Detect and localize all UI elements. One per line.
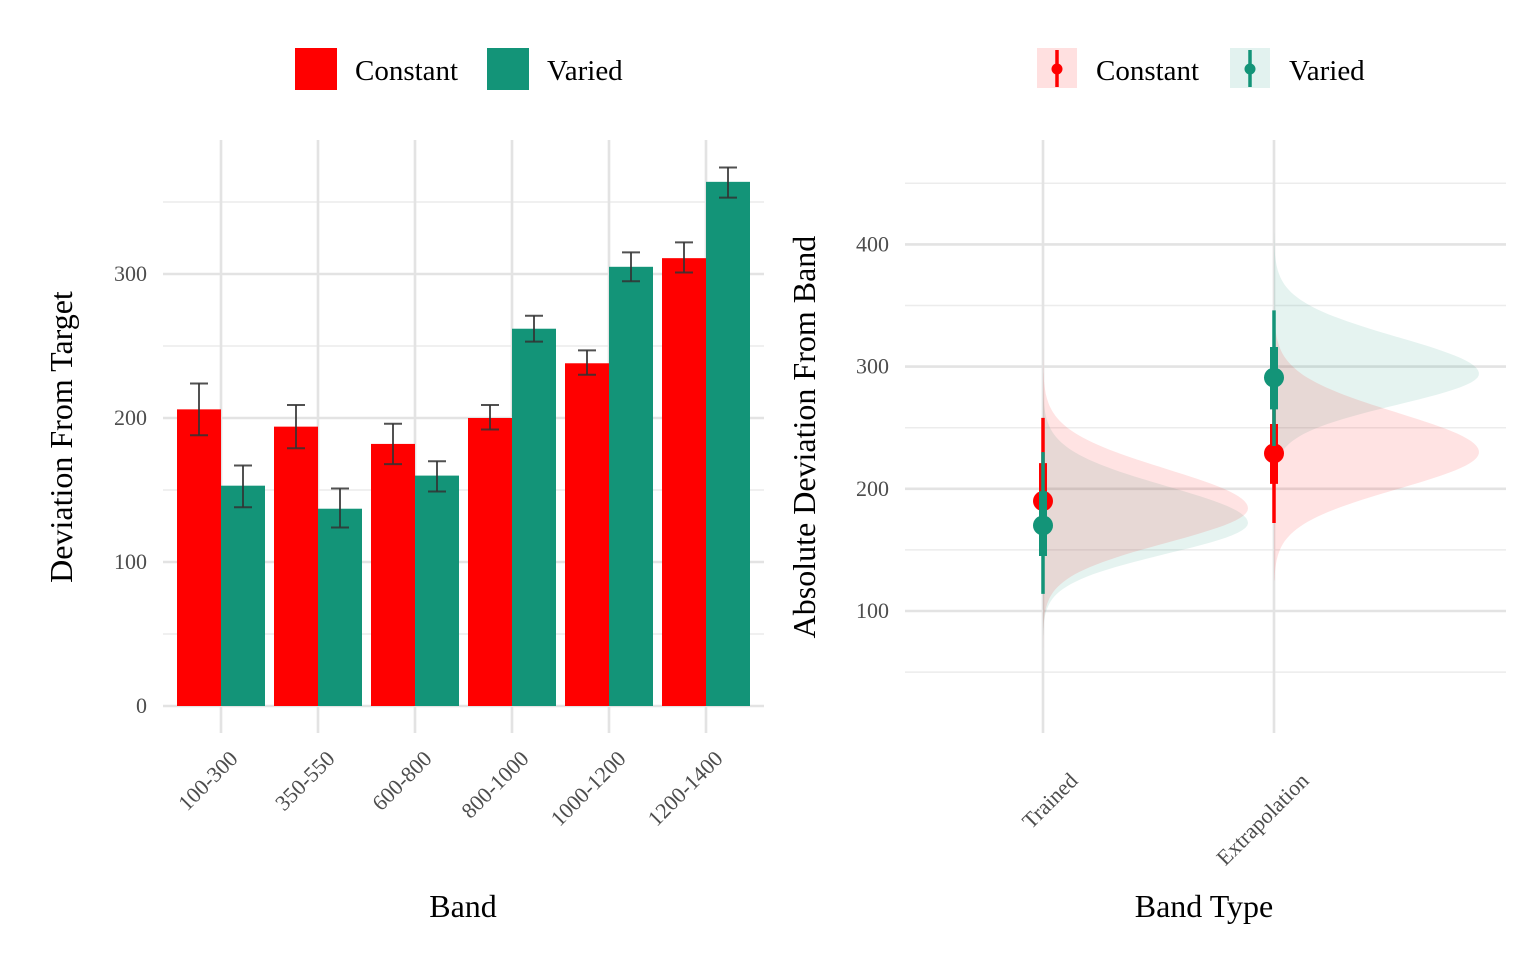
median-point-constant-Extrapolation <box>1264 443 1284 464</box>
left-y-tick-labels: 0 100 200 300 <box>114 261 147 718</box>
left-y-tick-0: 0 <box>136 693 147 718</box>
interval-varied-Extrapolation <box>1264 310 1284 447</box>
right-y-tick-400: 400 <box>856 231 889 256</box>
legend-label-varied: Varied <box>547 55 623 87</box>
legend-key-point-constant <box>1051 63 1063 75</box>
left-y-tick-300: 300 <box>114 261 147 286</box>
legend-label-varied-2: Varied <box>1289 55 1365 87</box>
right-x-tick-labels: Trained Extrapolation <box>1017 768 1314 870</box>
error-bar-constant-800-1000 <box>481 404 499 431</box>
right-point-intervals <box>1033 310 1284 594</box>
bar-constant-100-300 <box>177 409 221 706</box>
right-x-tick-Trained: Trained <box>1017 768 1083 834</box>
left-panel: 0 100 200 300 100-300 350-550 600-800 800-1000… <box>43 140 764 924</box>
bar-varied-1200-1400 <box>706 181 750 707</box>
right-legend: Constant Varied <box>1037 48 1365 88</box>
error-bar-constant-100-300 <box>190 382 208 437</box>
left-x-tick-100-300: 100-300 <box>173 746 243 816</box>
bar-constant-1200-1400 <box>662 258 706 706</box>
left-y-tick-200: 200 <box>114 405 147 430</box>
density-constant-Extrapolation <box>1274 311 1479 581</box>
legend-label-constant-2: Constant <box>1096 55 1199 87</box>
bar-constant-600-800 <box>371 443 415 706</box>
error-bar-varied-1000-1200 <box>622 251 640 283</box>
right-gridlines <box>905 140 1506 733</box>
left-x-tick-1000-1200: 1000-1200 <box>545 746 630 831</box>
left-x-tick-1200-1400: 1200-1400 <box>642 746 727 831</box>
right-y-tick-200: 200 <box>856 476 889 501</box>
bar-varied-1000-1200 <box>609 266 653 706</box>
legend-label-constant: Constant <box>355 55 458 87</box>
bar-constant-800-1000 <box>468 418 512 706</box>
density-varied-Trained <box>1043 360 1248 636</box>
bar-varied-100-300 <box>221 485 265 706</box>
error-bar-constant-350-550 <box>287 404 305 450</box>
error-bar-varied-100-300 <box>234 464 252 509</box>
right-x-axis-title: Band Type <box>1135 888 1273 924</box>
legend-swatch-constant <box>295 48 337 90</box>
right-density-curves <box>1043 232 1479 648</box>
left-x-tick-labels: 100-300 350-550 600-800 800-1000 1000-1200 12… <box>173 746 728 831</box>
median-point-varied-Extrapolation <box>1264 367 1284 388</box>
left-bars <box>177 181 750 707</box>
bar-constant-1000-1200 <box>565 363 609 706</box>
right-x-tick-Extrapolation: Extrapolation <box>1211 768 1313 870</box>
legend-swatch-varied <box>487 48 529 90</box>
bar-constant-350-550 <box>274 426 318 706</box>
left-x-tick-350-550: 350-550 <box>270 746 340 816</box>
bar-varied-350-550 <box>318 508 362 706</box>
right-y-tick-300: 300 <box>856 354 889 379</box>
error-bar-constant-600-800 <box>384 422 402 466</box>
left-x-tick-600-800: 600-800 <box>367 746 437 816</box>
density-varied-Extrapolation <box>1274 232 1479 532</box>
right-y-axis-title: Absolute Deviation From Band <box>786 236 822 639</box>
right-y-tick-100: 100 <box>856 598 889 623</box>
error-bar-varied-350-550 <box>331 487 349 529</box>
left-y-axis-title: Deviation From Target <box>43 291 79 583</box>
bar-varied-800-1000 <box>512 328 556 706</box>
error-bar-varied-800-1000 <box>525 314 543 343</box>
error-bar-constant-1000-1200 <box>578 349 596 376</box>
left-error-bars <box>190 166 737 529</box>
left-y-tick-100: 100 <box>114 549 147 574</box>
error-bar-varied-1200-1400 <box>719 166 737 199</box>
left-x-axis-title: Band <box>429 888 497 924</box>
density-constant-Trained <box>1043 311 1248 648</box>
left-legend: Constant Varied <box>295 48 623 90</box>
bar-varied-600-800 <box>415 475 459 706</box>
left-x-tick-800-1000: 800-1000 <box>456 746 533 823</box>
right-y-tick-labels: 100 200 300 400 <box>856 231 889 623</box>
legend-key-point-varied <box>1244 63 1256 75</box>
interval-varied-Trained <box>1033 452 1053 594</box>
error-bar-constant-1200-1400 <box>675 241 693 274</box>
error-bar-varied-600-800 <box>428 460 446 493</box>
right-panel: 100 200 300 400 Trained Extrapolation Band T… <box>786 140 1506 924</box>
median-point-varied-Trained <box>1033 515 1053 536</box>
